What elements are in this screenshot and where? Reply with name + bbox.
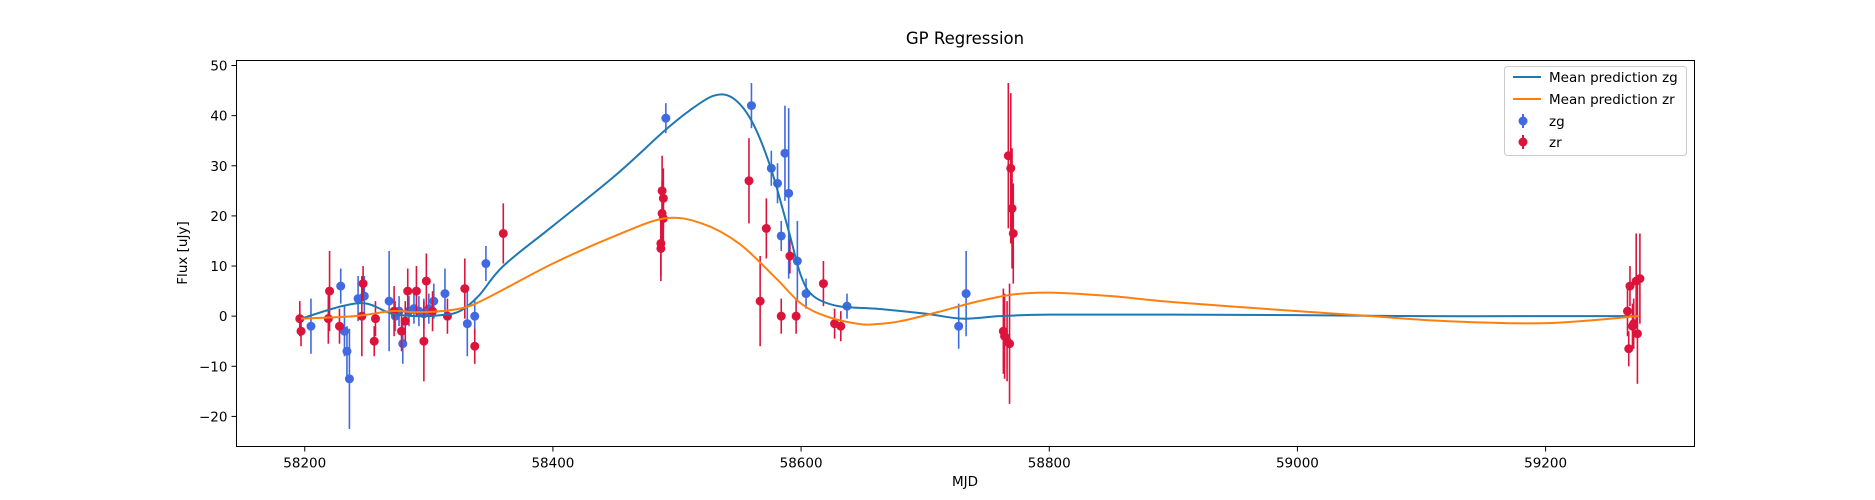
data-point-zg	[384, 296, 394, 306]
x-tick-label: 58800	[1028, 456, 1071, 472]
data-point-zr	[818, 279, 828, 289]
data-point-zr	[1625, 281, 1635, 291]
data-point-zr	[1624, 344, 1634, 354]
data-point-zg	[746, 101, 756, 111]
x-tick-label: 58400	[531, 456, 574, 472]
data-point-zg	[440, 289, 450, 299]
plot-area-frame	[236, 60, 1695, 447]
data-point-zr	[400, 316, 410, 326]
data-point-zg	[398, 339, 408, 349]
data-point-zg	[954, 321, 964, 331]
data-point-zr	[1008, 228, 1018, 238]
x-tick-label: 58200	[283, 456, 326, 472]
data-point-zr	[370, 314, 380, 324]
data-point-zr	[460, 284, 470, 294]
data-point-zr	[498, 228, 508, 238]
x-axis-label: MJD	[952, 474, 978, 490]
data-point-zg	[842, 301, 852, 311]
legend-frame	[1504, 66, 1687, 156]
legend-label-mean-zg: Mean prediction zg	[1549, 70, 1678, 86]
y-axis-label: Flux [uJy]	[175, 221, 191, 284]
legend-marker-zg	[1518, 114, 1528, 128]
data-point-zr	[421, 276, 431, 286]
data-point-zg	[776, 231, 786, 241]
data-point-zg	[429, 296, 439, 306]
data-point-zr	[791, 311, 801, 321]
data-point-zr	[1635, 274, 1645, 284]
y-axis: −20 −10 0 10 20 30 40 50	[199, 59, 237, 425]
y-tick-label: 20	[210, 209, 227, 225]
data-point-zr	[1007, 203, 1017, 213]
legend-label-mean-zr: Mean prediction zr	[1549, 92, 1675, 108]
data-point-zr	[1622, 306, 1632, 316]
y-tick-label: 10	[210, 259, 227, 275]
x-tick-label: 58600	[780, 456, 823, 472]
y-tick-label: 50	[210, 59, 227, 75]
data-point-zr	[403, 286, 413, 296]
data-point-zr	[295, 314, 305, 324]
data-point-zg	[462, 319, 472, 329]
data-point-zg	[784, 188, 794, 198]
data-point-zr	[325, 286, 335, 296]
data-point-zr	[1006, 163, 1016, 173]
data-point-zg	[306, 321, 316, 331]
x-axis: 58200 58400 58600 58800 59000 59200	[283, 446, 1567, 472]
y-tick-label: 30	[210, 159, 227, 175]
data-point-zg	[481, 259, 491, 269]
y-tick-label: −10	[199, 359, 228, 375]
series-layer	[295, 83, 1645, 429]
x-tick-label: 59200	[1524, 456, 1567, 472]
data-point-zr	[334, 321, 344, 331]
data-point-zr	[1632, 329, 1642, 339]
data-point-zr	[785, 251, 795, 261]
x-tick-label: 59000	[1276, 456, 1319, 472]
data-point-zr	[470, 341, 480, 351]
data-point-zg	[344, 374, 354, 384]
data-point-zr	[744, 176, 754, 186]
data-point-zr	[657, 186, 667, 196]
data-point-zr	[296, 326, 306, 336]
data-point-zr	[411, 286, 421, 296]
data-point-zr	[1005, 339, 1015, 349]
chart-title: GP Regression	[906, 29, 1024, 48]
legend-label-zr: zr	[1549, 135, 1562, 151]
y-tick-label: 40	[210, 109, 227, 125]
data-point-zr	[369, 336, 379, 346]
legend: Mean prediction zg Mean prediction zr zg…	[1504, 66, 1687, 156]
data-point-zr	[358, 279, 368, 289]
data-point-zr	[397, 326, 407, 336]
data-point-zr	[419, 336, 429, 346]
legend-label-zg: zg	[1549, 114, 1565, 130]
data-point-zg	[336, 281, 346, 291]
data-point-zr	[776, 311, 786, 321]
data-point-zg	[661, 113, 671, 123]
data-point-zr	[761, 223, 771, 233]
legend-marker-zr	[1518, 135, 1528, 149]
data-point-zr	[836, 321, 846, 331]
y-tick-label: 0	[219, 309, 228, 325]
data-point-zg	[780, 148, 790, 158]
data-point-zr	[755, 296, 765, 306]
data-point-zr	[323, 314, 333, 324]
mean-line-zr	[300, 216, 1639, 326]
mean-line-zg	[300, 93, 1639, 320]
data-point-zg	[961, 289, 971, 299]
y-tick-label: −20	[199, 409, 228, 425]
data-point-zg	[470, 311, 480, 321]
